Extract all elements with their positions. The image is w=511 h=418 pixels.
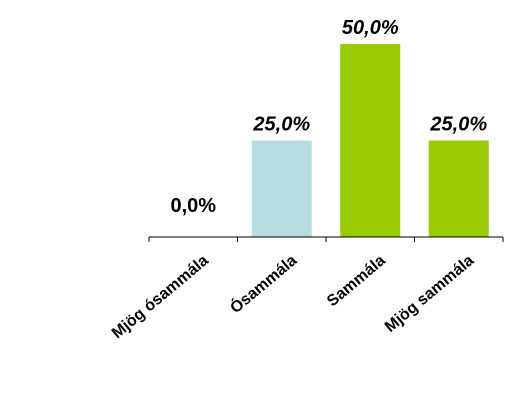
x-tick-label: Mjög sammála <box>382 252 477 336</box>
x-tick-label: Sammála <box>324 252 389 310</box>
bar <box>340 44 401 237</box>
data-label: 0,0% <box>170 195 216 217</box>
bar <box>251 140 312 237</box>
x-tick-label: Ósammála <box>226 250 300 317</box>
x-axis <box>148 236 504 242</box>
value-labels-layer: 0,0% 25,0% 50,0% 25,0% <box>170 17 487 217</box>
data-label: 25,0% <box>429 114 487 136</box>
bars-layer <box>251 44 489 237</box>
data-label: 25,0% <box>252 114 310 136</box>
x-tick-label: Mjög ósammála <box>109 252 212 342</box>
bar <box>428 140 489 237</box>
data-label: 50,0% <box>342 17 399 39</box>
